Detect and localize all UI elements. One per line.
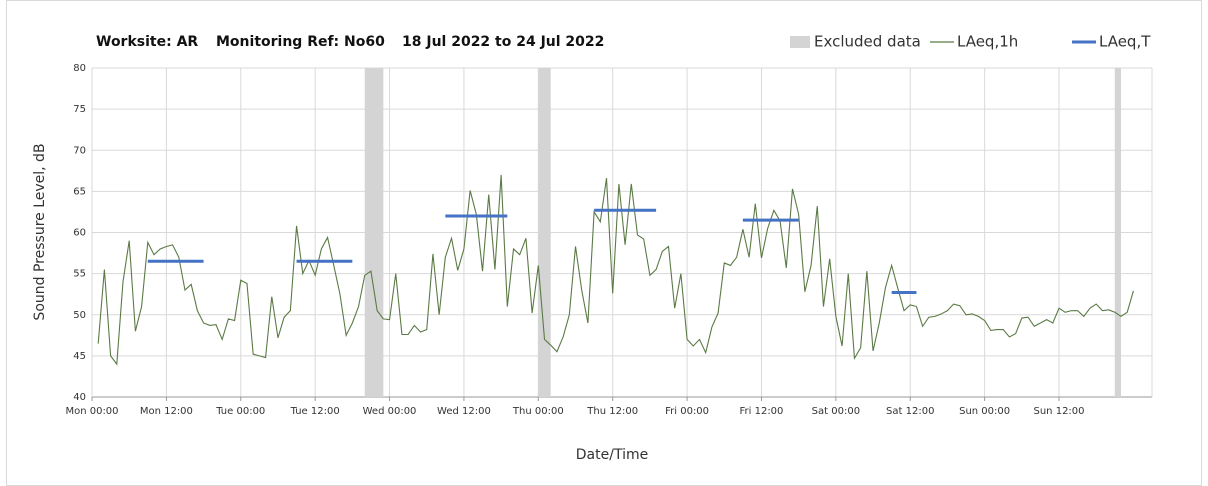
x-tick-label: Tue 00:00 <box>215 406 265 417</box>
y-tick-label: 75 <box>73 104 86 115</box>
y-axis-label: Sound Pressure Level, dB <box>32 143 48 320</box>
series-line <box>97 174 1134 366</box>
x-tick-label: Fri 00:00 <box>665 406 709 417</box>
legend-label: Excluded data <box>814 33 921 51</box>
legend-label: LAeq,1h <box>957 33 1018 51</box>
y-tick-label: 55 <box>73 269 86 280</box>
x-tick-label: Tue 12:00 <box>290 406 340 417</box>
y-tick-label: 65 <box>73 186 86 197</box>
x-tick-label: Mon 00:00 <box>65 406 118 417</box>
x-axis-label: Date/Time <box>576 447 648 463</box>
title-dates: 18 Jul 2022 to 24 Jul 2022 <box>402 34 604 50</box>
legend-swatch <box>790 36 810 48</box>
x-tick-label: Sun 00:00 <box>959 406 1010 417</box>
x-tick-label: Thu 00:00 <box>512 406 564 417</box>
excluded-band <box>364 68 384 397</box>
y-tick-label: 50 <box>73 310 86 321</box>
excluded-band <box>538 68 551 397</box>
x-tick-label: Fri 12:00 <box>740 406 784 417</box>
legend-label: LAeq,T <box>1099 33 1151 51</box>
y-tick-label: 45 <box>73 351 86 362</box>
y-tick-label: 40 <box>73 392 86 403</box>
y-tick-label: 60 <box>73 228 86 239</box>
y-tick-label: 80 <box>73 63 86 74</box>
excluded-band <box>1114 68 1122 397</box>
x-tick-label: Wed 12:00 <box>437 406 491 417</box>
title-ref: Monitoring Ref: No60 <box>216 34 385 50</box>
x-tick-label: Wed 00:00 <box>363 406 417 417</box>
x-tick-label: Mon 12:00 <box>140 406 193 417</box>
x-tick-label: Thu 12:00 <box>586 406 638 417</box>
x-tick-label: Sat 12:00 <box>886 406 934 417</box>
y-tick-label: 70 <box>73 145 86 156</box>
title-site: Worksite: AR <box>96 34 198 50</box>
x-tick-label: Sun 12:00 <box>1034 406 1085 417</box>
x-tick-label: Sat 00:00 <box>812 406 860 417</box>
